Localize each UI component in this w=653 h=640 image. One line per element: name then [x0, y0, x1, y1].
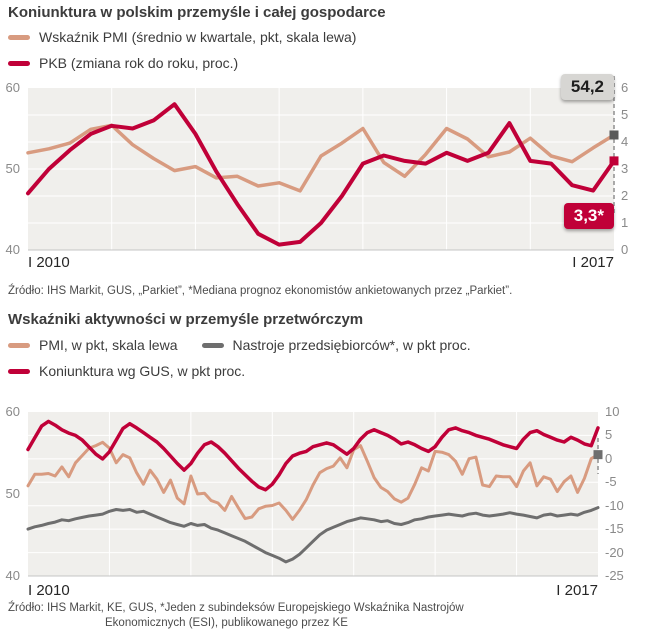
series-end-marker	[609, 130, 619, 140]
gdp-color-swatch	[8, 60, 30, 66]
series-line	[26, 123, 616, 193]
y-axis-left-tick: 60	[5, 404, 20, 419]
y-axis-left-tick: 40	[5, 568, 20, 583]
chart1-x-end-label: I 2017	[572, 254, 614, 271]
y-axis-right-tick: -15	[605, 521, 624, 537]
chart2-source-line2: Ekonomicznych (ESI), publikowanego przez…	[105, 617, 348, 629]
y-axis-right-tick: -20	[605, 544, 624, 560]
legend-item-gus: Koniunktura wg GUS, w pkt proc.	[8, 363, 245, 379]
series-line	[26, 440, 600, 521]
chart1-canvas	[26, 76, 619, 251]
legend-label-pmi2: PMI, w pkt, skala lewa	[39, 337, 178, 353]
chart1-legend-row-1: Wskaźnik PMI (średnio w kwartale, pkt, s…	[8, 29, 356, 45]
legend-label-sentiment: Nastroje przedsiębiorców*, w pkt proc.	[232, 337, 471, 353]
chart1-legend-row-2: PKB (zmiana rok do roku, proc.)	[8, 55, 238, 71]
y-axis-left-tick: 60	[5, 80, 20, 95]
series-end-marker	[593, 450, 603, 460]
legend-item-pmi2: PMI, w pkt, skala lewa	[8, 337, 178, 353]
gdp-forecast-badge: 3,3*	[563, 203, 614, 229]
pmi-value-badge: 54,2	[560, 74, 614, 100]
pmi-color-swatch	[8, 34, 30, 40]
y-axis-right-tick: 0	[605, 450, 613, 466]
y-axis-right-tick: 5	[621, 107, 629, 122]
y-axis-right-tick: 6	[621, 80, 629, 95]
y-axis-right-tick: -25	[605, 568, 624, 583]
y-axis-right-tick: 4	[621, 134, 629, 149]
y-axis-left-tick: 40	[5, 242, 20, 257]
y-axis-right-tick: 10	[605, 404, 620, 419]
series-line	[26, 506, 600, 564]
chart1-x-start-label: I 2010	[28, 254, 70, 271]
legend-label-gus: Koniunktura wg GUS, w pkt proc.	[39, 363, 246, 379]
y-axis-right-tick: 0	[621, 242, 629, 257]
pmi2-color-swatch	[8, 342, 30, 348]
legend-item-sentiment: Nastroje przedsiębiorców*, w pkt proc.	[201, 337, 471, 353]
y-axis-right-tick: -5	[605, 474, 617, 490]
chart2-canvas	[26, 412, 603, 577]
series-line	[26, 102, 616, 247]
y-axis-left-tick: 50	[5, 161, 20, 176]
chart1-source: Źródło: IHS Markit, GUS, „Parkiet”, *Med…	[8, 285, 513, 297]
chart2-legend-row-2: Koniunktura wg GUS, w pkt proc.	[8, 363, 245, 379]
chart2-legend-row-1: PMI, w pkt, skala lewa Nastroje przedsię…	[8, 337, 471, 353]
series-line	[26, 419, 600, 492]
legend-item-gdp: PKB (zmiana rok do roku, proc.)	[8, 55, 238, 71]
chart2-x-end-label: I 2017	[556, 582, 598, 599]
series-end-marker	[609, 156, 619, 166]
plot-background	[28, 412, 598, 576]
sentiment-color-swatch	[201, 342, 224, 348]
y-axis-right-tick: 5	[605, 427, 613, 443]
legend-label-gdp: PKB (zmiana rok do roku, proc.)	[39, 55, 239, 71]
chart2-source-line1: Źródło: IHS Markit, KE, GUS, *Jeden z su…	[8, 602, 464, 614]
chart2-title: Wskaźniki aktywności w przemyśle przetwó…	[8, 311, 364, 328]
y-axis-right-tick: 3	[621, 161, 629, 176]
y-axis-right-tick: -10	[605, 497, 624, 513]
y-axis-right-tick: 1	[621, 215, 629, 230]
y-axis-right-tick: 2	[621, 188, 629, 203]
chart1-title: Koniunktura w polskim przemyśle i całej …	[8, 4, 386, 21]
chart2-x-start-label: I 2010	[28, 582, 70, 599]
legend-item-pmi: Wskaźnik PMI (średnio w kwartale, pkt, s…	[8, 29, 356, 45]
gus-color-swatch	[8, 368, 30, 374]
y-axis-left-tick: 50	[5, 486, 20, 501]
legend-label-pmi: Wskaźnik PMI (średnio w kwartale, pkt, s…	[39, 29, 357, 45]
